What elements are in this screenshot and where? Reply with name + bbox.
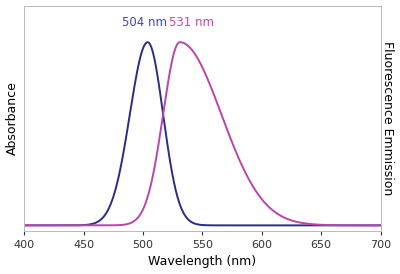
Y-axis label: Fluorescence Emmission: Fluorescence Emmission	[382, 41, 394, 195]
Y-axis label: Absorbance: Absorbance	[6, 81, 18, 155]
Text: 504 nm: 504 nm	[122, 16, 167, 29]
Text: 531 nm: 531 nm	[169, 16, 214, 29]
X-axis label: Wavelength (nm): Wavelength (nm)	[148, 255, 256, 269]
